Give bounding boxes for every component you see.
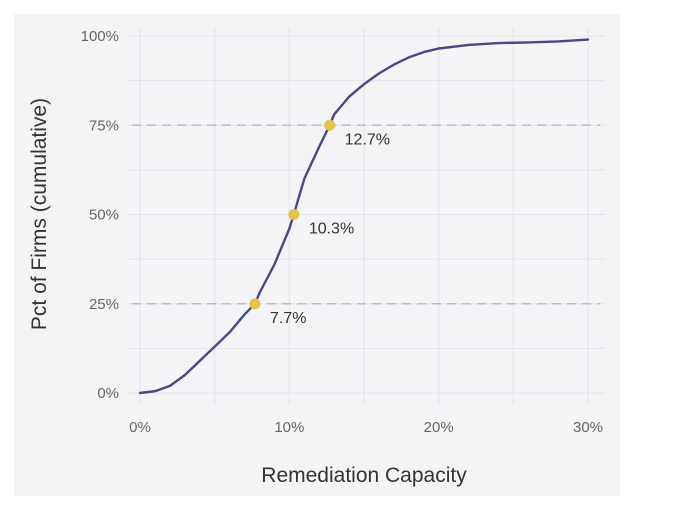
plot-background <box>14 14 620 496</box>
y-tick-label: 0% <box>97 385 119 402</box>
x-tick-label: 0% <box>129 419 151 436</box>
data-point-marker <box>288 209 300 220</box>
y-axis-ticks: 0% 25% 50% 75% 100% <box>81 28 119 402</box>
x-tick-label: 30% <box>573 419 603 436</box>
y-axis-title: Pct of Firms (cumulative) <box>28 98 51 330</box>
y-tick-label: 25% <box>89 296 119 313</box>
data-point-marker <box>249 298 261 310</box>
x-axis-title: Remediation Capacity <box>261 464 467 487</box>
x-axis-ticks: 0% 10% 20% 30% <box>129 419 603 436</box>
data-point-marker <box>324 119 336 131</box>
series-line <box>138 38 590 395</box>
data-point-label: 7.7% <box>270 310 306 327</box>
y-tick-label: 50% <box>89 207 119 224</box>
x-tick-label: 10% <box>274 419 304 436</box>
data-point-label: 10.3% <box>309 221 354 238</box>
data-point-label: 12.7% <box>345 131 390 148</box>
annotations: 7.7% 10.3% 12.7% <box>249 119 390 327</box>
y-tick-label: 100% <box>81 28 119 45</box>
y-tick-label: 75% <box>89 117 119 134</box>
x-tick-label: 20% <box>424 419 454 436</box>
series-layer <box>138 38 590 395</box>
reference-lines <box>132 124 600 305</box>
